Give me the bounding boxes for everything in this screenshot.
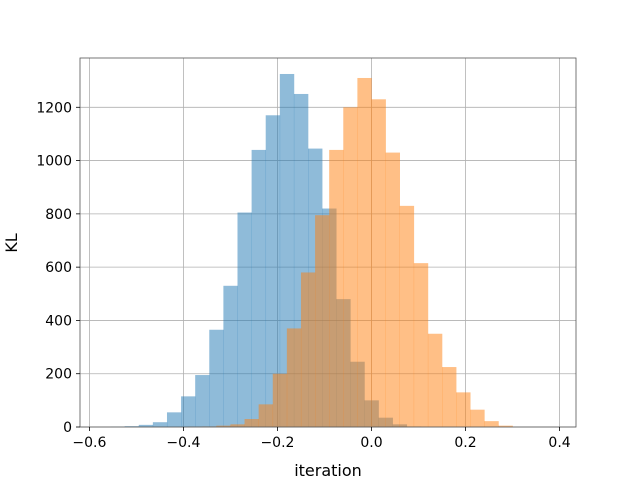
ticks: −0.6 −0.4 −0.2 0.0 0.2 0.4 0 200 400 600 800 1000 12… bbox=[36, 100, 570, 451]
series-1-bar-19 bbox=[456, 392, 471, 427]
x-axis-label: iteration bbox=[294, 461, 362, 480]
series-1-bar-7 bbox=[286, 328, 302, 427]
series-1-bar-17 bbox=[427, 333, 443, 427]
x-tick-label-2: −0.2 bbox=[260, 435, 294, 451]
x-tick-label-1: −0.4 bbox=[166, 435, 200, 451]
series-1-bar-18 bbox=[442, 367, 457, 427]
y-tick-label-1: 200 bbox=[45, 367, 72, 383]
series-1-bar-3 bbox=[230, 424, 245, 427]
series-0-bar-4 bbox=[166, 412, 182, 427]
x-tick-label-5: 0.4 bbox=[548, 435, 570, 451]
series-1-bar-16 bbox=[413, 263, 429, 427]
series-1-bar-22 bbox=[498, 425, 513, 427]
series-1-bar-14 bbox=[385, 152, 400, 427]
y-tick-label-2: 400 bbox=[45, 313, 72, 329]
plot-frame bbox=[79, 57, 577, 428]
series-1-bar-12 bbox=[357, 77, 372, 428]
series-1-bar-2 bbox=[216, 425, 231, 427]
series-0-bar-10 bbox=[251, 149, 267, 427]
bars bbox=[110, 73, 513, 428]
series-1-bar-6 bbox=[272, 373, 288, 427]
series-0-bar-9 bbox=[237, 212, 252, 427]
series-1-bar-11 bbox=[343, 107, 358, 427]
series-0-bar-3 bbox=[152, 422, 168, 427]
x-tick-label-0: −0.6 bbox=[72, 435, 106, 451]
y-tick-label-0: 0 bbox=[63, 420, 72, 436]
series-1-bar-13 bbox=[371, 99, 386, 428]
y-axis-label: KL bbox=[2, 233, 21, 252]
y-tick-label-4: 800 bbox=[45, 207, 72, 223]
series-1-bar-15 bbox=[399, 205, 415, 427]
series-1-bar-8 bbox=[300, 272, 316, 427]
series-1-bar-9 bbox=[315, 215, 330, 427]
series-1-bar-21 bbox=[484, 421, 499, 427]
series-0-bar-6 bbox=[195, 375, 210, 427]
series-1-bar-5 bbox=[258, 404, 274, 427]
series-1 bbox=[188, 77, 513, 428]
y-tick-label-3: 600 bbox=[45, 260, 72, 276]
series-0-bar-2 bbox=[138, 424, 154, 427]
y-tick-label-5: 1000 bbox=[36, 154, 72, 170]
x-tick-label-4: 0.2 bbox=[454, 435, 476, 451]
series-0-bar-5 bbox=[181, 396, 196, 427]
series-1-bar-4 bbox=[244, 419, 259, 427]
series-1-bar-10 bbox=[329, 149, 344, 427]
y-tick-label-6: 1200 bbox=[36, 100, 72, 116]
series-0-bar-8 bbox=[223, 285, 238, 427]
x-tick-label-3: 0.0 bbox=[360, 435, 382, 451]
series-0-bar-11 bbox=[265, 115, 281, 427]
series-0-bar-7 bbox=[209, 329, 224, 427]
series-1-bar-20 bbox=[470, 409, 485, 427]
